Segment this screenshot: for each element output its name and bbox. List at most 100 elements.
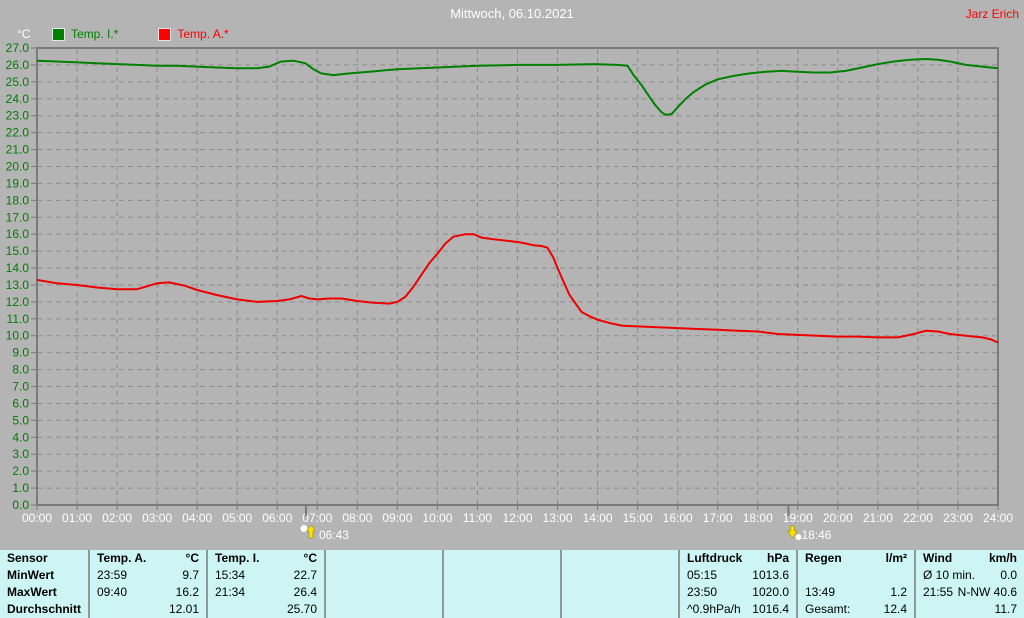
table-cell: 23:59 xyxy=(97,568,128,582)
y-tick-label: 20.0 xyxy=(6,159,30,173)
x-tick-label: 19:00 xyxy=(783,511,813,525)
x-tick-label: 24:00 xyxy=(983,511,1013,525)
x-tick-label: 07:00 xyxy=(302,511,332,525)
table-cell: ^0.9hPa/h xyxy=(687,602,741,616)
y-tick-label: 5.0 xyxy=(12,413,29,427)
y-tick-label: 3.0 xyxy=(12,447,29,461)
table-row: 23:59 9.7 xyxy=(90,567,206,584)
legend-item: Temp. I.* xyxy=(52,27,118,41)
y-tick-label: 1.0 xyxy=(12,481,29,495)
table-row xyxy=(798,567,914,584)
x-tick-label: 06:00 xyxy=(262,511,292,525)
sunrise-marker: 06:43 xyxy=(300,505,349,542)
table-unit-cell: hPa xyxy=(766,551,789,565)
x-tick-label: 02:00 xyxy=(102,511,132,525)
table-row-header-column: Sensor MinWert MaxWert Durchschnitt xyxy=(0,550,88,618)
table-header-cell: Durchschnitt xyxy=(7,602,82,616)
table-header-cell: Regen xyxy=(805,551,842,565)
y-axis-unit-label: °C xyxy=(17,27,31,41)
table-value-cell: 1020.0 xyxy=(752,585,789,599)
table-cell: 09:40 xyxy=(97,585,128,599)
y-tick-label: 12.0 xyxy=(6,295,30,309)
sunset-icon xyxy=(795,534,802,540)
x-tick-label: 01:00 xyxy=(62,511,92,525)
table-header-cell: Wind xyxy=(923,551,953,565)
table-row: 25.70 xyxy=(208,601,324,618)
legend-label: Temp. A.* xyxy=(177,27,229,41)
table-cell: Gesamt: xyxy=(805,602,851,616)
x-tick-label: 15:00 xyxy=(623,511,653,525)
x-tick-label: 03:00 xyxy=(142,511,172,525)
table-row: Sensor xyxy=(0,550,88,567)
table-unit-cell: °C xyxy=(185,551,199,565)
y-tick-label: 10.0 xyxy=(6,329,30,343)
table-column xyxy=(560,550,678,618)
table-value-cell: 12.4 xyxy=(883,602,907,616)
table-column: Wind km/h Ø 10 min. 0.0 21:55 N-NW 40.6 11.7 xyxy=(914,550,1024,618)
sunset-time-label: 18:46 xyxy=(801,528,831,542)
table-row: MinWert xyxy=(0,567,88,584)
x-tick-label: 13:00 xyxy=(543,511,573,525)
table-row xyxy=(562,567,678,584)
y-tick-label: 2.0 xyxy=(12,464,29,478)
table-row: Durchschnitt xyxy=(0,601,88,618)
table-row: 21:34 26.4 xyxy=(208,584,324,601)
table-row: 05:15 1013.6 xyxy=(680,567,796,584)
x-tick-label: 08:00 xyxy=(342,511,372,525)
table-unit-cell: °C xyxy=(303,551,317,565)
table-cell: 15:34 xyxy=(215,568,246,582)
x-tick-label: 14:00 xyxy=(583,511,613,525)
table-value-cell: 22.7 xyxy=(293,568,317,582)
x-tick-label: 11:00 xyxy=(463,511,492,525)
x-tick-label: 16:00 xyxy=(663,511,693,525)
table-row xyxy=(326,601,442,618)
y-tick-label: 18.0 xyxy=(6,193,30,207)
y-tick-label: 6.0 xyxy=(12,396,29,410)
table-header-cell: MaxWert xyxy=(7,585,57,599)
table-cell: 13:49 xyxy=(805,585,836,599)
y-axis: 27.0 26.0 25.0 24.0 23.0 22.0 21.0 20.0 19.0 18.0… xyxy=(6,41,37,512)
table-column: Regen l/m² 13:49 1.2 Gesamt: 12.4 xyxy=(796,550,914,618)
y-tick-label: 4.0 xyxy=(12,430,29,444)
y-tick-label: 9.0 xyxy=(12,346,29,360)
chart-grid xyxy=(38,49,997,504)
y-tick-label: 23.0 xyxy=(6,109,30,123)
temp-a-legend-swatch-icon xyxy=(158,27,172,41)
sunrise-arrow-icon xyxy=(305,524,316,539)
x-tick-label: 17:00 xyxy=(703,511,733,525)
table-row: 09:40 16.2 xyxy=(90,584,206,601)
table-unit-cell: km/h xyxy=(988,551,1017,565)
x-tick-label: 20:00 xyxy=(823,511,853,525)
y-tick-label: 14.0 xyxy=(6,261,30,275)
x-tick-label: 04:00 xyxy=(182,511,212,525)
table-value-cell: 0.0 xyxy=(1000,568,1017,582)
x-tick-label: 10:00 xyxy=(422,511,452,525)
table-row xyxy=(326,584,442,601)
table-cell: 21:55 xyxy=(923,585,954,599)
y-tick-label: 11.0 xyxy=(7,312,30,326)
y-tick-label: 24.0 xyxy=(6,92,30,106)
table-row xyxy=(444,601,560,618)
table-value-cell: 12.01 xyxy=(168,602,199,616)
y-tick-label: 27.0 xyxy=(6,41,30,55)
table-header-cell: Luftdruck xyxy=(687,551,743,565)
temp-i-legend-swatch-icon xyxy=(52,27,65,41)
y-tick-label: 17.0 xyxy=(6,210,30,224)
page-title: Mittwoch, 06.10.2021 xyxy=(450,6,574,21)
chart-legend: Temp. I.* Temp. A.* xyxy=(52,27,269,41)
table-value-cell: N-NW 40.6 xyxy=(957,585,1017,599)
table-header-cell: MinWert xyxy=(7,568,55,582)
table-row xyxy=(444,550,560,567)
y-tick-label: 25.0 xyxy=(6,75,30,89)
table-row: Gesamt: 12.4 xyxy=(798,601,914,618)
x-tick-label: 22:00 xyxy=(903,511,933,525)
table-column: Temp. A. °C 23:59 9.7 09:40 16.2 12.01 xyxy=(88,550,206,618)
x-tick-label: 23:00 xyxy=(943,511,973,525)
table-row: 13:49 1.2 xyxy=(798,584,914,601)
sunset-arrow-icon xyxy=(786,525,798,539)
table-row xyxy=(562,601,678,618)
x-axis: 00:00 01:00 02:00 03:00 04:00 05:00 06:00 07:00… xyxy=(22,505,1013,525)
y-tick-label: 16.0 xyxy=(6,227,30,241)
table-value-cell: 1013.6 xyxy=(752,568,789,582)
